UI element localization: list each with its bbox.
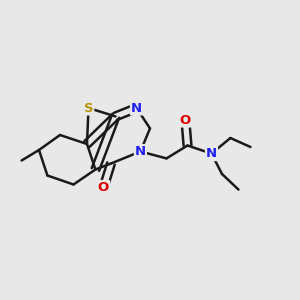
Text: O: O: [98, 181, 109, 194]
Text: N: N: [135, 145, 146, 158]
Text: N: N: [131, 101, 142, 115]
Text: O: O: [180, 113, 191, 127]
Text: S: S: [84, 101, 93, 115]
Text: N: N: [206, 147, 217, 160]
